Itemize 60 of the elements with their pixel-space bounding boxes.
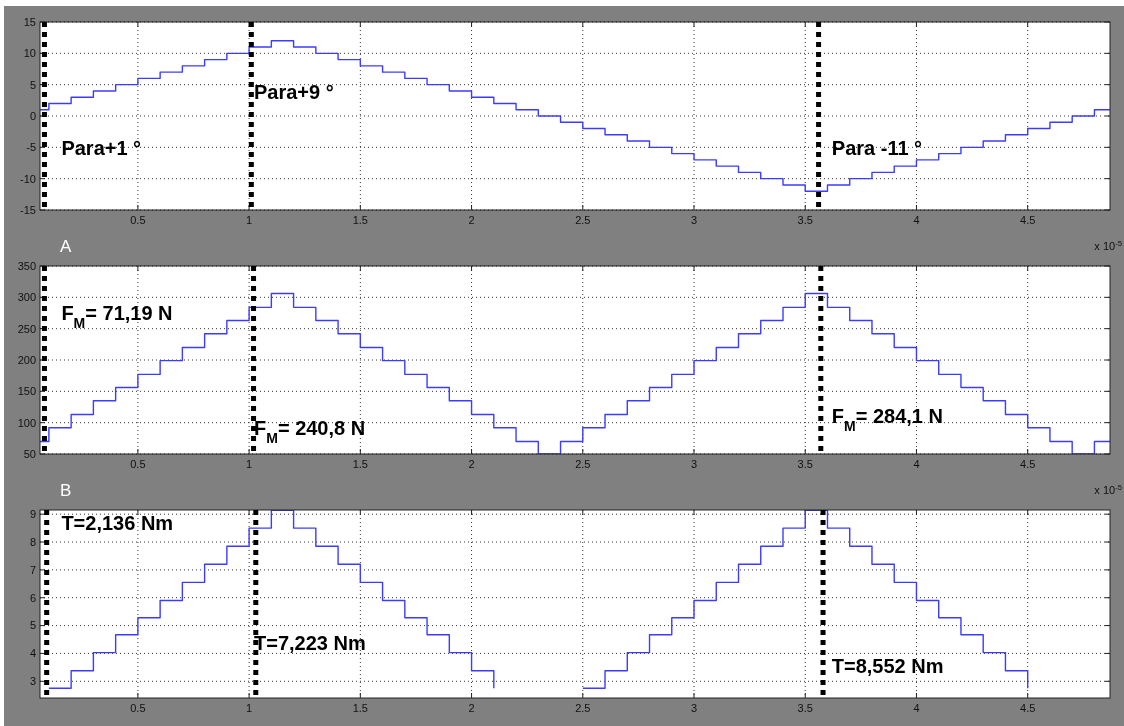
y-tick-label: -10 <box>20 172 36 185</box>
y-tick-label: 3 <box>29 675 36 688</box>
x-tick-label: 2 <box>468 458 475 470</box>
y-tick-label: 250 <box>17 322 36 335</box>
y-tick-label: 8 <box>29 535 36 548</box>
chart-title: A <box>60 237 72 256</box>
y-tick-label: 50 <box>23 447 36 460</box>
x-tick-label: 1 <box>246 702 253 714</box>
x-tick-label: 4.5 <box>1020 458 1036 470</box>
x-tick-label: 4.5 <box>1020 702 1036 714</box>
annotation: F$_{M}$= 284,1 N <box>831 405 943 435</box>
x-tick-label: 0.5 <box>130 702 146 714</box>
y-tick-label: -5 <box>26 141 36 154</box>
y-tick-label: 7 <box>29 563 36 576</box>
y-tick-label: 10 <box>23 47 36 60</box>
annotation: Para+1 ° <box>61 136 142 159</box>
annotation: Para -11 ° <box>831 136 923 159</box>
annotation: T=2,136 Nm <box>61 512 174 535</box>
y-tick-label: 100 <box>17 416 36 429</box>
y-tick-label: 5 <box>29 619 36 632</box>
y-tick-label: 300 <box>17 291 36 304</box>
x-tick-label: 2.5 <box>575 458 591 470</box>
x-tick-label: 1.5 <box>352 702 368 714</box>
y-tick-label: -15 <box>20 203 36 216</box>
annotation: T=7,223 Nm <box>254 632 366 655</box>
x-tick-label: 3.5 <box>797 458 813 470</box>
x-tick-label: 4 <box>913 702 920 714</box>
y-tick-label: 350 <box>17 259 36 272</box>
annotation: Para+9 ° <box>254 80 334 103</box>
x-tick-label: 3.5 <box>797 214 813 226</box>
x-tick-label: 2 <box>468 214 475 226</box>
x-tick-label: 0.5 <box>130 214 146 226</box>
text: x 10$^{-5}$ <box>1094 238 1122 252</box>
y-tick-label: 5 <box>29 78 36 91</box>
x-tick-label: 1 <box>246 458 253 470</box>
text: x 10$^{-5}$ <box>1094 482 1122 496</box>
x-tick-label: 3 <box>690 214 698 226</box>
annotation: F$_{M}$= 71,19 N <box>61 302 173 331</box>
x-tick-label: 1.5 <box>352 458 368 470</box>
x-tick-label: 4 <box>913 214 920 226</box>
x-tick-label: 1 <box>246 214 253 226</box>
y-tick-label: 200 <box>17 353 36 366</box>
chart-title: B <box>60 481 72 500</box>
annotation: T=8,552 Nm <box>831 655 944 678</box>
y-tick-label: 9 <box>29 508 36 521</box>
y-tick-label: 150 <box>17 385 36 398</box>
x-tick-label: 4.5 <box>1020 214 1036 226</box>
x-tick-label: 0.5 <box>130 458 146 470</box>
x-tick-label: 2 <box>468 702 475 714</box>
x-tick-label: 4 <box>913 458 920 470</box>
x-tick-label: 3.5 <box>797 702 813 714</box>
y-tick-label: 0 <box>29 109 36 122</box>
x-tick-label: 1.5 <box>352 214 368 226</box>
y-tick-label: 15 <box>23 15 36 28</box>
y-tick-label: 4 <box>29 647 36 660</box>
x-tick-label: 3 <box>690 458 698 470</box>
x-tick-label: 3 <box>690 702 698 714</box>
x-tick-label: 2.5 <box>575 214 591 226</box>
y-tick-label: 6 <box>29 591 36 604</box>
x-tick-label: 2.5 <box>575 702 591 714</box>
